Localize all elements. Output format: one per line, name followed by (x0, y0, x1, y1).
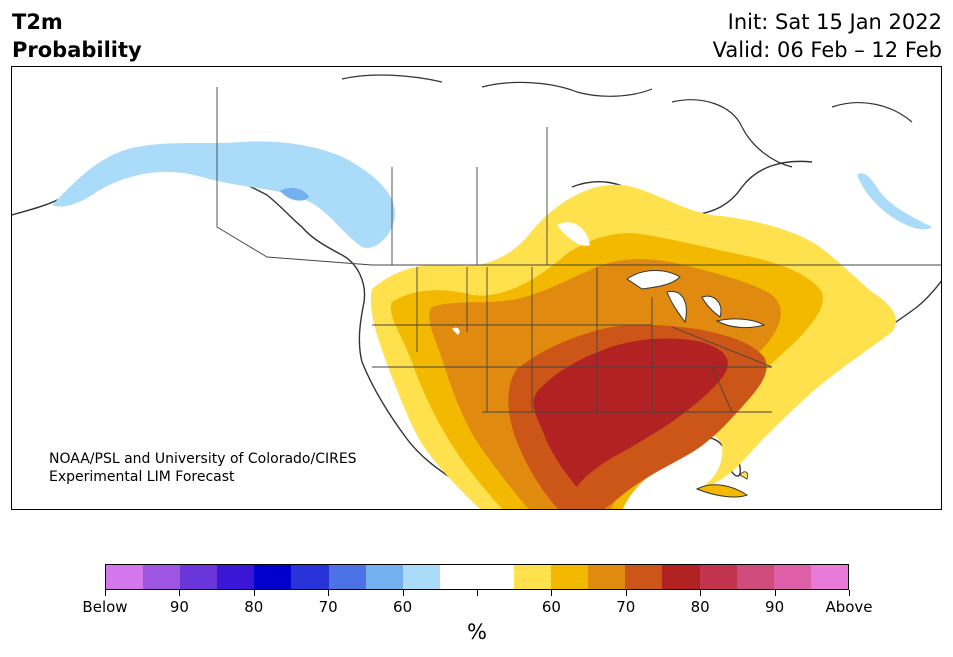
product-label: Probability (12, 38, 142, 62)
colorbar-cell (402, 565, 440, 589)
colorbar-tick-label: 70 (318, 598, 338, 616)
above-80 (533, 338, 728, 487)
colorbar-cell (773, 565, 811, 589)
colorbar-tick-label: Above (825, 598, 873, 616)
colorbar-cell (514, 565, 552, 589)
arctic-islands (341, 74, 913, 168)
colorbar-cell (217, 565, 255, 589)
colorbar-cell (254, 565, 292, 589)
colorbar-cell (291, 565, 329, 589)
colorbar-tick (700, 590, 702, 596)
colorbar-cell (662, 565, 700, 589)
great-salt-lake (452, 327, 460, 335)
colorbar-tick (253, 590, 255, 596)
colorbar-tick-label: 60 (393, 598, 413, 616)
init-date: Init: Sat 15 Jan 2022 (727, 10, 942, 34)
colorbar-cell (365, 565, 403, 589)
probability-map (11, 66, 942, 510)
colorbar-unit: % (467, 620, 487, 644)
map-canvas (12, 74, 941, 509)
great-lakes (626, 270, 766, 329)
colorbar-tick-label: 80 (244, 598, 264, 616)
map-title: T2m Probability (12, 8, 142, 64)
colorbar-tick-label: 60 (541, 598, 561, 616)
colorbar-tick-label: 70 (616, 598, 636, 616)
colorbar-tick (328, 590, 330, 596)
below-60-west (52, 141, 396, 248)
colorbar-tick (179, 590, 181, 596)
forecast-dates: Init: Sat 15 Jan 2022 Valid: 06 Feb – 12… (713, 8, 942, 64)
colorbar-tick (774, 590, 776, 596)
colorbar-cell (106, 565, 144, 589)
variable-label: T2m (12, 10, 63, 34)
colorbar-tick-label: 90 (169, 598, 189, 616)
colorbar (105, 564, 849, 590)
colorbar-tick (551, 590, 553, 596)
colorbar-cell (143, 565, 181, 589)
valid-period: Valid: 06 Feb – 12 Feb (712, 38, 942, 62)
colorbar-tick-label: 90 (765, 598, 785, 616)
colorbar-cell (588, 565, 626, 589)
bahamas (739, 471, 749, 480)
credit-line-2: Experimental LIM Forecast (49, 469, 235, 485)
colorbar-tick-label: 80 (690, 598, 710, 616)
colorbar-cell (328, 565, 366, 589)
credit-line-1: NOAA/PSL and University of Colorado/CIRE… (49, 451, 357, 467)
canada-lake (557, 222, 590, 246)
below-60-east (857, 173, 932, 230)
colorbar-cell (810, 565, 848, 589)
colorbar-cell (551, 565, 589, 589)
colorbar-cell (476, 565, 515, 589)
colorbar-cell (736, 565, 774, 589)
colorbar-tick (105, 590, 106, 596)
colorbar-tick (625, 590, 627, 596)
colorbar-cell (625, 565, 663, 589)
colorbar-tick (402, 590, 404, 596)
colorbar-cell (439, 565, 477, 589)
below-70-west (280, 187, 309, 201)
colorbar-tick-label: Below (82, 598, 128, 616)
cuba (695, 484, 749, 498)
colorbar-cell (180, 565, 218, 589)
map-credit: NOAA/PSL and University of Colorado/CIRE… (49, 450, 357, 486)
colorbar-tick (477, 590, 478, 596)
colorbar-tick (849, 590, 850, 596)
colorbar-cell (699, 565, 737, 589)
state-borders (216, 87, 941, 413)
